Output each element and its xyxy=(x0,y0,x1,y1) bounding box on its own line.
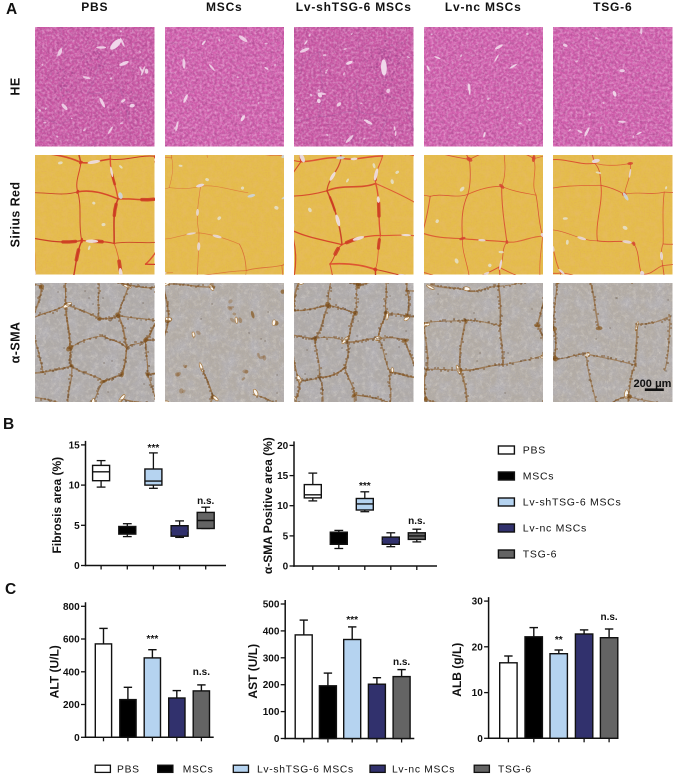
svg-text:600: 600 xyxy=(63,635,80,646)
svg-text:400: 400 xyxy=(263,626,280,637)
svg-text:10: 10 xyxy=(69,481,81,492)
svg-text:10: 10 xyxy=(472,688,484,699)
svg-text:0: 0 xyxy=(74,561,80,572)
svg-text:200: 200 xyxy=(263,680,280,691)
svg-text:0: 0 xyxy=(477,734,483,745)
svg-text:15: 15 xyxy=(69,440,81,451)
svg-text:Lv-shTSG-6 MSCs: Lv-shTSG-6 MSCs xyxy=(257,764,354,775)
svg-text:400: 400 xyxy=(63,667,80,678)
svg-text:5: 5 xyxy=(74,521,80,532)
svg-text:800: 800 xyxy=(63,602,80,613)
svg-text:20: 20 xyxy=(277,441,289,452)
svg-text:n.s.: n.s. xyxy=(197,496,214,507)
svg-text:n.s.: n.s. xyxy=(600,612,617,623)
svg-text:200: 200 xyxy=(63,700,80,711)
svg-text:***: *** xyxy=(148,443,160,454)
svg-text:n.s.: n.s. xyxy=(408,516,425,527)
svg-text:0: 0 xyxy=(74,733,80,744)
svg-text:TSG-6: TSG-6 xyxy=(498,764,532,775)
svg-text:MSCs: MSCs xyxy=(523,471,554,483)
svg-text:**: ** xyxy=(555,635,563,646)
svg-text:n.s.: n.s. xyxy=(393,657,410,668)
svg-text:Fibrosis area (%): Fibrosis area (%) xyxy=(50,457,64,554)
svg-text:TSG-6: TSG-6 xyxy=(523,549,557,561)
svg-text:PBS: PBS xyxy=(117,764,140,775)
svg-text:n.s.: n.s. xyxy=(193,667,210,678)
svg-text:500: 500 xyxy=(263,600,280,611)
svg-text:300: 300 xyxy=(263,653,280,664)
svg-text:20: 20 xyxy=(472,642,484,653)
svg-text:Lv-shTSG-6 MSCs: Lv-shTSG-6 MSCs xyxy=(523,497,622,509)
svg-text:***: *** xyxy=(359,481,371,492)
svg-text:200 μm: 200 μm xyxy=(634,378,672,390)
svg-text:15: 15 xyxy=(277,471,289,482)
svg-text:10: 10 xyxy=(277,501,289,512)
svg-text:5: 5 xyxy=(283,531,289,542)
svg-text:***: *** xyxy=(147,634,159,645)
svg-text:α-SMA Positive area (%): α-SMA Positive area (%) xyxy=(261,437,275,574)
svg-text:Lv-nc MSCs: Lv-nc MSCs xyxy=(523,523,587,535)
svg-text:ALB (g/L): ALB (g/L) xyxy=(450,643,464,697)
svg-text:MSCs: MSCs xyxy=(183,764,214,775)
svg-text:ALT (U/L): ALT (U/L) xyxy=(48,645,62,698)
svg-text:0: 0 xyxy=(274,734,280,745)
svg-text:Lv-nc MSCs: Lv-nc MSCs xyxy=(392,764,455,775)
svg-text:AST (U/L): AST (U/L) xyxy=(246,644,260,699)
svg-text:***: *** xyxy=(346,615,358,626)
svg-text:PBS: PBS xyxy=(523,445,546,457)
svg-text:0: 0 xyxy=(283,562,289,573)
svg-text:30: 30 xyxy=(472,597,484,608)
svg-text:100: 100 xyxy=(263,707,280,718)
